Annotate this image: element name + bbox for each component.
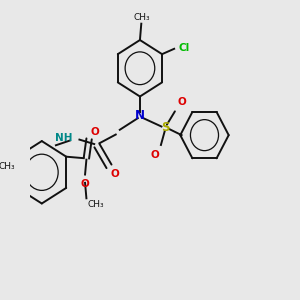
Text: CH₃: CH₃ [0,162,15,171]
Text: O: O [177,97,186,107]
Text: Cl: Cl [178,43,190,53]
Text: O: O [151,150,159,160]
Text: CH₃: CH₃ [134,13,150,22]
Text: O: O [90,128,99,137]
Text: N: N [135,109,145,122]
Text: S: S [161,121,170,134]
Text: NH: NH [55,133,73,143]
Text: O: O [110,169,119,179]
Text: O: O [81,179,89,189]
Text: CH₃: CH₃ [88,200,104,209]
